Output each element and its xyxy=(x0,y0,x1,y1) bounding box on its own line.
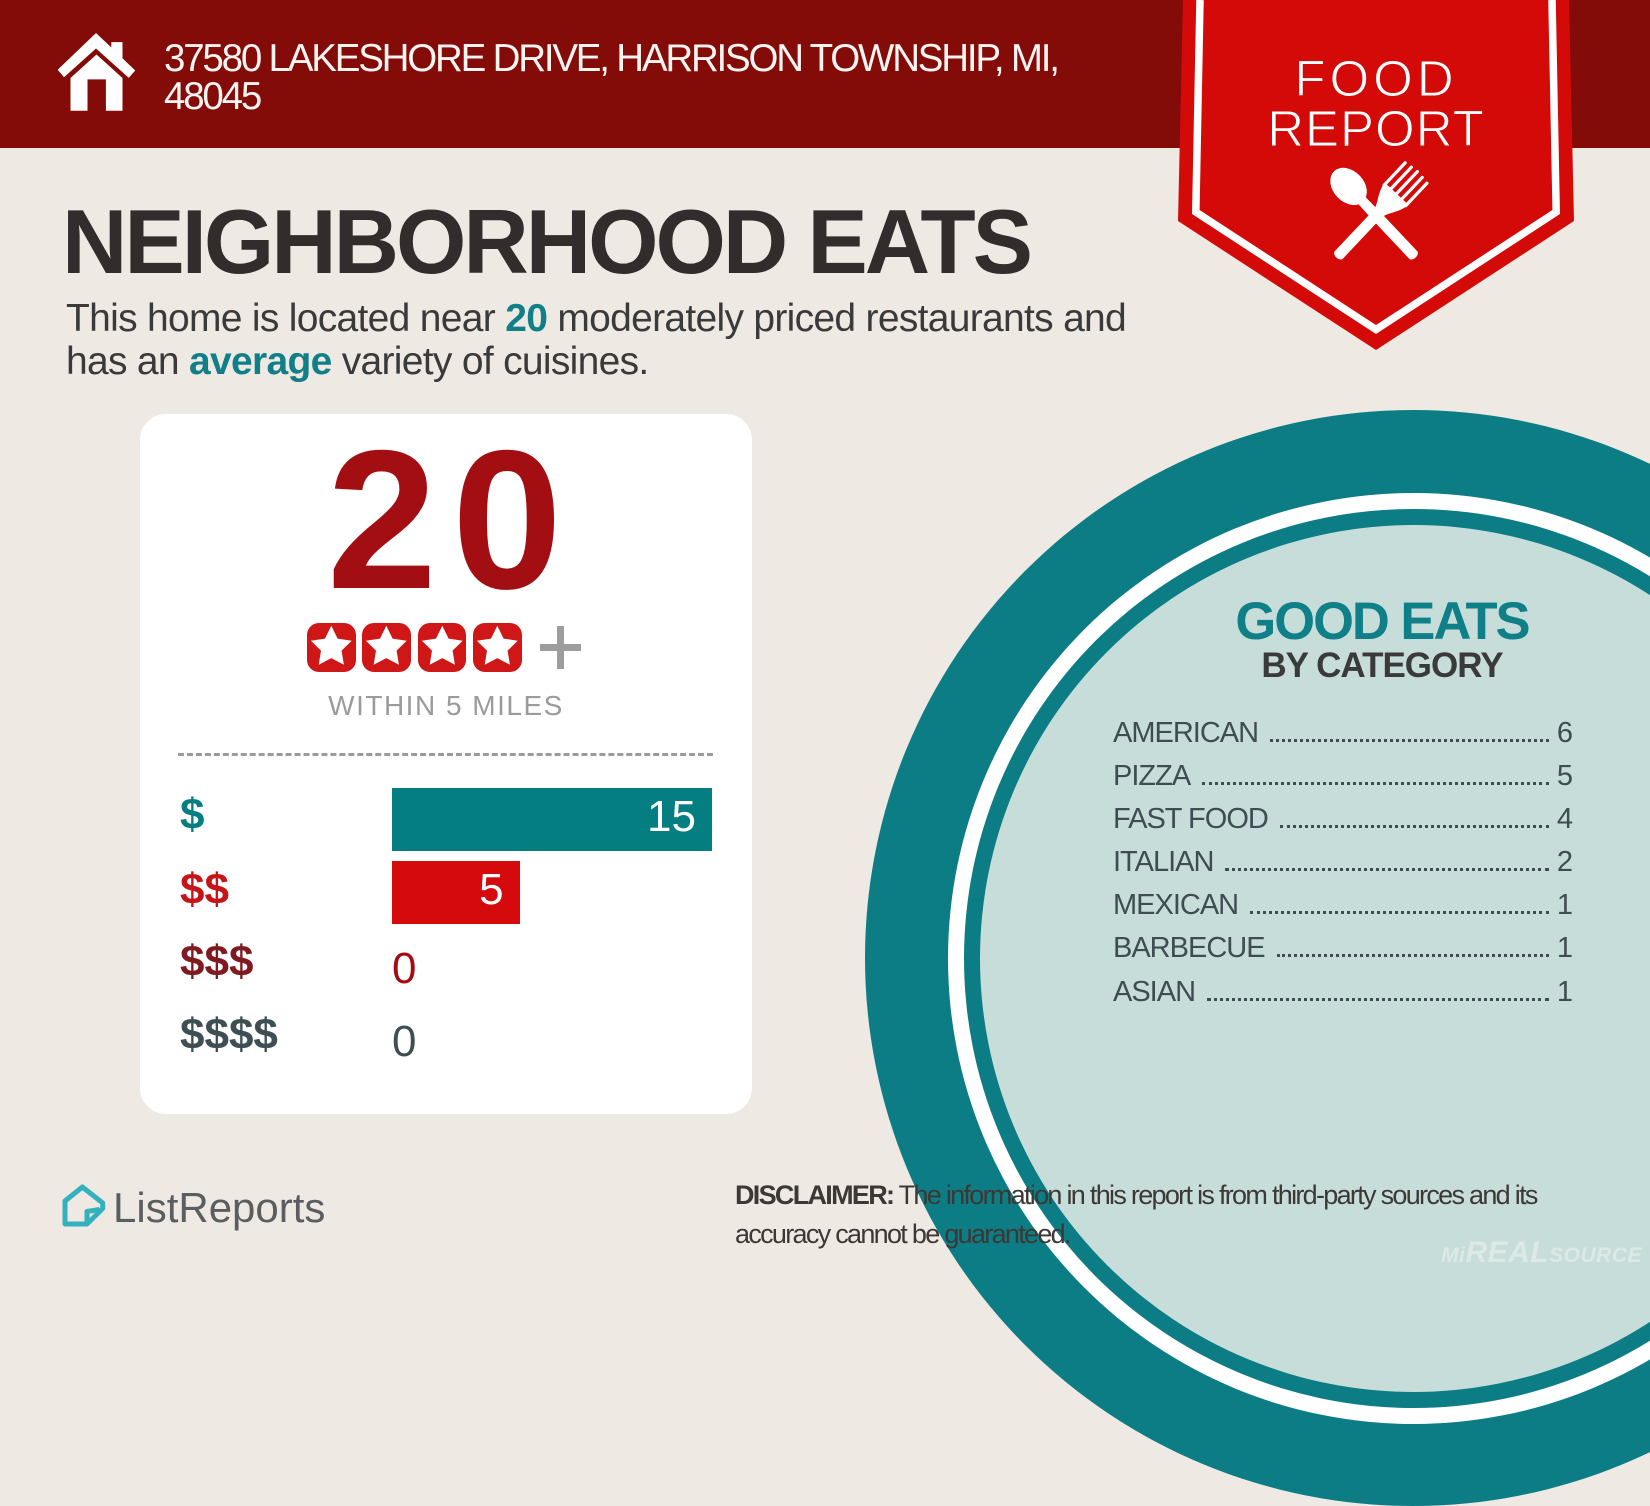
svg-text:FOOD: FOOD xyxy=(1294,50,1457,107)
svg-text:REPORT: REPORT xyxy=(1267,100,1485,157)
